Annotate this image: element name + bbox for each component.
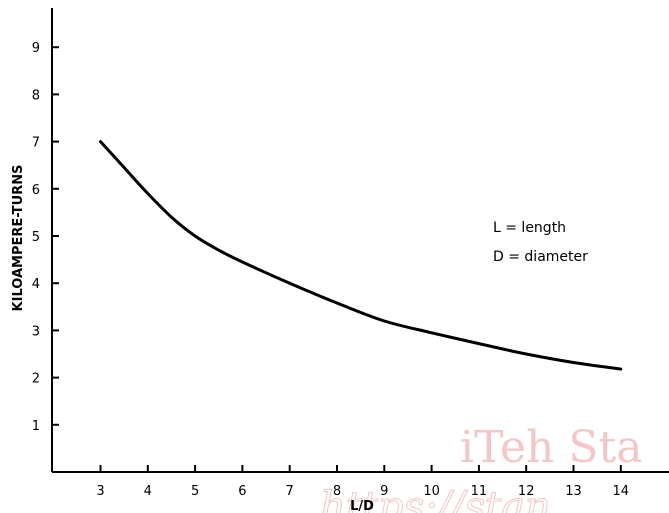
axes [51,8,669,473]
x-axis-ticks: 3 4 5 6 7 8 9 10 11 12 13 14 [96,465,629,499]
x-tick-label: 9 [380,484,388,499]
x-tick-label: 11 [471,484,488,499]
x-tick-label: 12 [518,484,535,499]
x-tick-label: 6 [238,484,246,499]
x-tick-label: 8 [333,484,341,499]
watermark-text: iTeh Sta [460,422,642,473]
y-tick-label: 1 [32,419,40,434]
y-tick-label: 7 [32,136,40,151]
series-line [99,140,623,371]
y-tick-label: 4 [32,277,40,292]
x-tick-label: 5 [191,484,199,499]
x-axis-label: L/D [350,499,374,513]
y-tick-label: 2 [32,372,40,387]
y-tick-label: 8 [32,88,40,103]
x-tick-label: 3 [96,484,104,499]
annotation-length: L = length [493,220,566,236]
x-tick-label: 4 [144,484,152,499]
y-tick-label: 3 [32,324,40,339]
y-tick-label: 5 [32,230,40,245]
x-tick-label: 13 [565,484,582,499]
series-group [99,140,623,371]
y-axis-ticks: 1 2 3 4 5 6 7 8 9 [32,41,59,434]
watermark-url-text: https://stan [320,484,551,513]
y-tick-label: 6 [32,183,40,198]
y-tick-label: 9 [32,41,40,56]
watermark: iTeh Sta https://stan [320,422,643,513]
annotation-diameter: D = diameter [493,249,588,265]
x-tick-label: 14 [613,484,630,499]
x-tick-label: 7 [286,484,294,499]
y-axis-label: KILOAMPERE-TURNS [11,165,26,312]
x-tick-label: 10 [423,484,440,499]
